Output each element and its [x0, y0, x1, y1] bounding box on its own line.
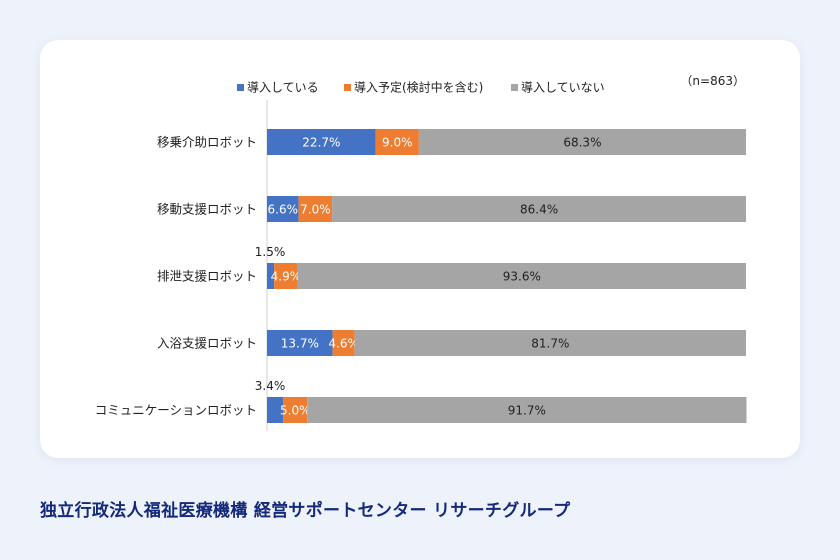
data-label-3-4: 81.7%	[531, 337, 569, 351]
bar-segment-2-1	[375, 129, 419, 155]
data-label-1-3: 1.5%	[255, 245, 286, 259]
bar-segment-3-5	[307, 397, 747, 423]
data-label-1-1: 22.7%	[302, 136, 340, 150]
bar-segment-3-3	[297, 263, 746, 289]
category-label-2: 移動支援ロボット	[157, 202, 257, 217]
data-label-2-5: 5.0%	[280, 404, 311, 418]
legend-label-1: 導入している	[247, 81, 319, 95]
data-label-1-2: 6.6%	[268, 203, 299, 217]
category-label-4: 入浴支援ロボット	[157, 336, 257, 351]
stacked-bar-chart: 導入している 導入予定(検討中を含む) 導入していない （n=863） 移乗介助ロボット…	[95, 74, 747, 431]
bar-segment-2-5	[283, 397, 308, 423]
legend-swatch-1	[237, 84, 244, 91]
data-label-3-5: 91.7%	[508, 404, 546, 418]
data-label-1-4: 13.7%	[281, 337, 319, 351]
data-label-3-3: 93.6%	[503, 270, 541, 284]
bar-segment-3-2	[332, 196, 746, 222]
bar-segment-1-2	[267, 196, 299, 222]
sample-size-note: （n=863）	[680, 74, 745, 88]
bar-segment-3-4	[354, 330, 746, 356]
bar-segment-2-4	[332, 330, 355, 356]
data-label-2-1: 9.0%	[382, 136, 413, 150]
legend-swatch-3	[511, 84, 518, 91]
bar-segment-3-1	[418, 129, 746, 155]
data-label-1-5: 3.4%	[255, 379, 286, 393]
bar-segment-1-1	[267, 129, 376, 155]
chart-card: 導入している 導入予定(検討中を含む) 導入していない （n=863） 移乗介助ロボット…	[40, 40, 800, 458]
bar-segment-1-4	[267, 330, 333, 356]
legend-label-3: 導入していない	[521, 81, 605, 95]
data-label-2-2: 7.0%	[300, 203, 331, 217]
category-label-3: 排泄支援ロボット	[157, 269, 257, 284]
data-label-2-4: 4.6%	[328, 337, 359, 351]
data-label-3-1: 68.3%	[563, 136, 601, 150]
organization-footer: 独立行政法人福祉医療機構 経営サポートセンター リサーチグループ	[40, 501, 571, 521]
bar-segment-2-2	[298, 196, 333, 222]
legend-label-2: 導入予定(検討中を含む)	[354, 80, 483, 95]
bar-segment-1-3	[267, 263, 275, 289]
data-label-3-2: 86.4%	[520, 203, 558, 217]
bar-segment-2-3	[274, 263, 298, 289]
data-label-2-3: 4.9%	[271, 270, 302, 284]
category-label-1: 移乗介助ロボット	[157, 135, 257, 150]
bar-segment-1-5	[267, 397, 284, 423]
category-label-5: コミュニケーションロボット	[95, 403, 257, 418]
legend-swatch-2	[344, 84, 351, 91]
